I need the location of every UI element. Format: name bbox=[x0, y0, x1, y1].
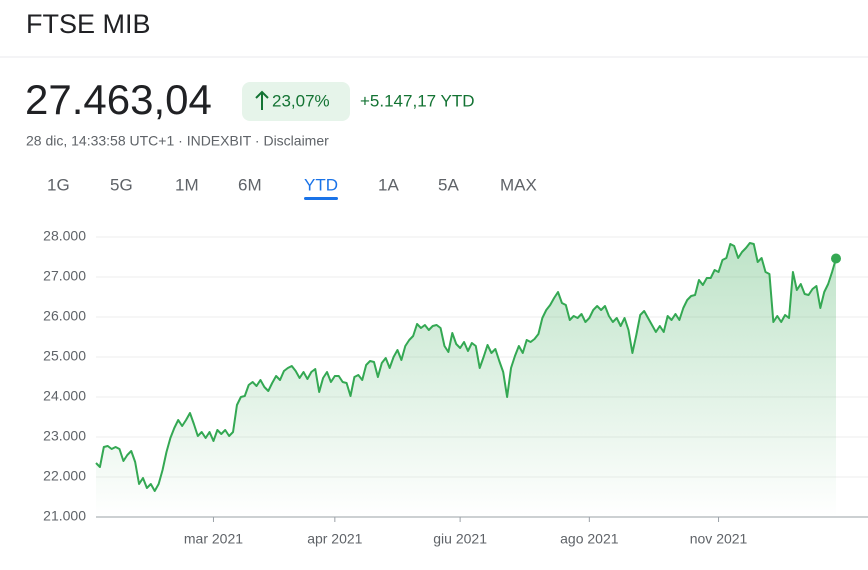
y-tick-label: 23.000 bbox=[43, 428, 86, 444]
price: 27.463,04 bbox=[25, 76, 212, 123]
tab-underline bbox=[304, 197, 338, 200]
range-tab[interactable]: MAX bbox=[500, 175, 537, 194]
change-pct: 23,07% bbox=[272, 91, 330, 110]
y-tick-label: 26.000 bbox=[43, 308, 86, 324]
change-badge bbox=[242, 82, 350, 121]
y-tick-label: 28.000 bbox=[43, 228, 86, 244]
range-tab[interactable]: 1A bbox=[378, 175, 399, 194]
range-tab[interactable]: 5A bbox=[438, 175, 459, 194]
range-tab[interactable]: 6M bbox=[238, 175, 262, 194]
title: FTSE MIB bbox=[26, 9, 151, 39]
x-tick-label: giu 2021 bbox=[433, 531, 487, 547]
y-tick-label: 21.000 bbox=[43, 508, 86, 524]
area bbox=[96, 243, 836, 517]
line bbox=[95, 242, 837, 492]
x-tick-label: ago 2021 bbox=[560, 531, 619, 547]
x-tick-label: apr 2021 bbox=[307, 531, 362, 547]
range-tab[interactable]: 1M bbox=[175, 175, 199, 194]
y-tick-label: 24.000 bbox=[43, 388, 86, 404]
change-abs: +5.147,17 YTD bbox=[360, 91, 475, 110]
range-tab[interactable]: 1G bbox=[47, 175, 70, 194]
range-tab[interactable]: YTD bbox=[304, 175, 338, 194]
y-tick-label: 25.000 bbox=[43, 348, 86, 364]
y-tick-label: 22.000 bbox=[43, 468, 86, 484]
up-arrow bbox=[255, 90, 269, 110]
y-tick-label: 27.000 bbox=[43, 268, 86, 284]
range-tab[interactable]: 5G bbox=[110, 175, 133, 194]
x-tick-label: mar 2021 bbox=[184, 531, 243, 547]
x-tick-label: nov 2021 bbox=[690, 531, 748, 547]
end-point bbox=[831, 253, 841, 264]
quote-meta: 28 dic, 14:33:58 UTC+1 · INDEXBIT · Disc… bbox=[26, 133, 329, 149]
